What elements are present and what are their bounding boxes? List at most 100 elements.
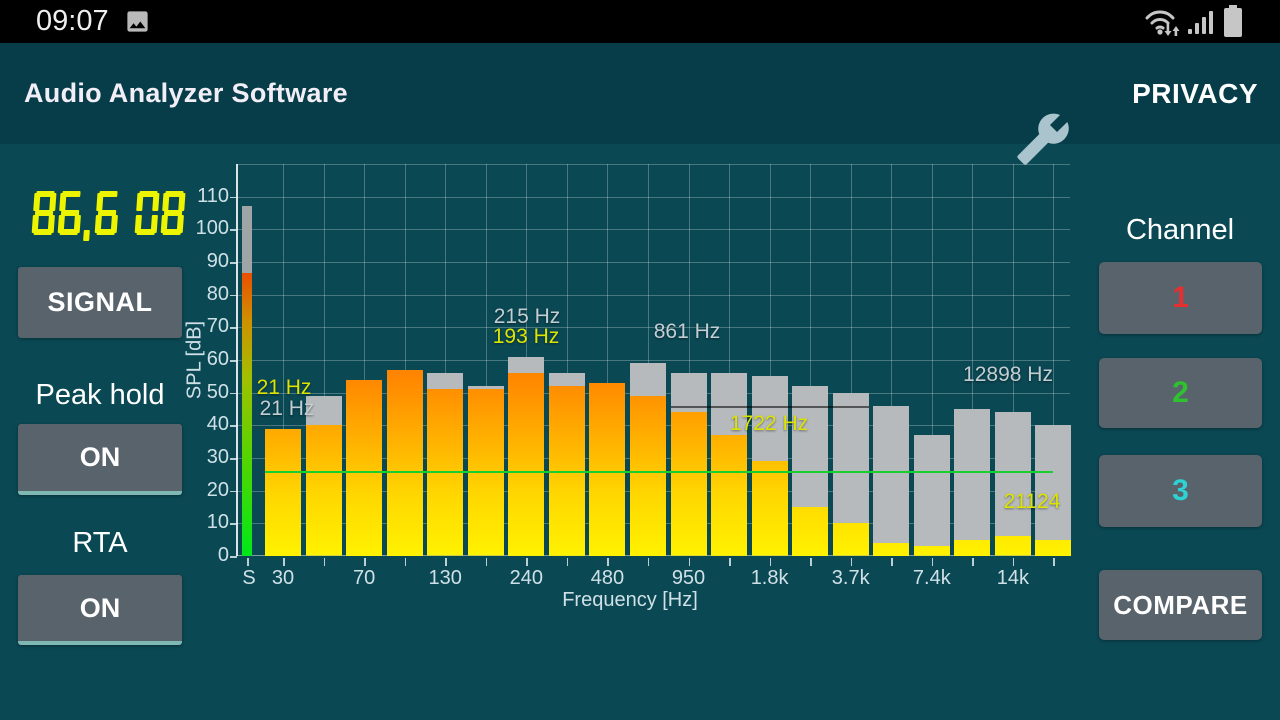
x-tick xyxy=(526,558,528,566)
y-tick-label: 80 xyxy=(206,282,229,305)
spectrum-bar xyxy=(508,373,545,556)
y-tick-label: 20 xyxy=(206,478,229,501)
grid-line-v xyxy=(729,164,731,556)
channel-3-button[interactable]: 3 xyxy=(1099,455,1262,527)
frequency-annotation: 861 Hz xyxy=(653,320,721,343)
peak-hold-bar xyxy=(1035,425,1072,540)
x-axis-line xyxy=(237,555,1070,556)
x-tick xyxy=(404,558,407,566)
peak-hold-bar xyxy=(711,373,748,436)
spectrum-bar xyxy=(548,386,585,556)
x-tick-label: 130 xyxy=(428,567,462,589)
peak-hold-bar xyxy=(670,373,707,413)
lcd-char xyxy=(57,191,83,235)
grid-line-h xyxy=(237,425,1070,427)
x-tick-label: 14k xyxy=(996,567,1030,589)
peak-hold-bar xyxy=(954,409,991,540)
grid-line-h xyxy=(237,523,1070,525)
grid-line-h xyxy=(237,164,1070,165)
x-tick-label: 3.7k xyxy=(831,567,870,589)
peak-hold-bar xyxy=(629,363,666,396)
peak-hold-bar xyxy=(751,376,788,462)
y-tick xyxy=(230,196,237,199)
x-tick xyxy=(729,558,731,566)
peak-hold-toggle[interactable]: ON xyxy=(18,424,182,495)
y-tick xyxy=(230,327,237,329)
x-tick-label: 30 xyxy=(271,567,295,589)
frequency-annotation: 193 Hz xyxy=(492,325,560,348)
spectrum-bar xyxy=(305,425,342,556)
wifi-icon xyxy=(1144,6,1184,43)
spectrum-bar xyxy=(913,546,950,556)
signal-button[interactable]: SIGNAL xyxy=(18,267,182,338)
spectrum-bar xyxy=(589,382,626,556)
x-tick-label: 240 xyxy=(509,567,543,589)
grid-line-v xyxy=(364,164,366,556)
spectrum-bar xyxy=(751,461,788,556)
lcd-char xyxy=(31,191,57,235)
x-tick xyxy=(364,558,366,566)
frequency-annotation: 215 Hz xyxy=(493,305,561,328)
grid-line-h xyxy=(237,196,1070,198)
compare-button[interactable]: COMPARE xyxy=(1099,570,1262,640)
lcd-char xyxy=(94,191,120,235)
spectrum-bar xyxy=(265,428,301,556)
x-tick xyxy=(1053,558,1055,566)
peak-hold-bar xyxy=(508,356,545,374)
frequency-annotation: 12898 Hz xyxy=(963,363,1053,386)
photo-notification-icon xyxy=(124,8,151,40)
y-tick xyxy=(230,262,237,264)
grid-line-v xyxy=(850,164,852,556)
peak-hold-bar xyxy=(873,405,910,543)
spectrum-bar xyxy=(832,523,869,556)
y-tick xyxy=(230,458,237,460)
peak-hold-bar xyxy=(427,373,464,390)
grid-line-v xyxy=(566,164,568,556)
grid-line-v xyxy=(1012,164,1014,556)
channel-1-button[interactable]: 1 xyxy=(1099,262,1262,334)
x-tick-label: 950 xyxy=(671,567,706,589)
channel-2-button[interactable]: 2 xyxy=(1099,358,1262,428)
x-tick xyxy=(891,558,893,566)
grid-line-h xyxy=(237,392,1070,394)
grid-line-v xyxy=(283,164,284,556)
peak-hold-bar xyxy=(913,435,950,547)
y-tick-label: 60 xyxy=(206,348,229,370)
grid-line-v xyxy=(404,164,406,556)
grid-line-v xyxy=(972,164,974,556)
privacy-button[interactable]: PRIVACY xyxy=(1132,77,1258,109)
spectrum-bar xyxy=(467,389,504,556)
y-tick xyxy=(230,523,237,525)
x-tick xyxy=(769,558,772,566)
grid-line-v xyxy=(526,164,528,556)
y-tick xyxy=(230,490,237,493)
app-title: Audio Analyzer Software xyxy=(24,78,348,108)
peak-hold-bar xyxy=(467,386,504,390)
wrench-icon[interactable] xyxy=(1012,111,1076,169)
x-tick xyxy=(323,558,326,566)
grid-line-v xyxy=(810,164,812,556)
grid-line-v xyxy=(647,164,649,556)
channel-label: Channel xyxy=(1125,214,1235,246)
y-tick xyxy=(230,556,237,558)
grid-line-h xyxy=(237,458,1070,459)
y-tick-label: 100 xyxy=(195,217,229,240)
grid-line-v xyxy=(688,164,690,556)
status-clock: 09:07 xyxy=(36,5,109,37)
peak-hold-bar xyxy=(548,373,585,387)
grid-line-h xyxy=(237,262,1070,263)
signal-meter-peak xyxy=(242,206,252,274)
grid-line-v xyxy=(891,164,893,556)
frequency-annotation: 21 Hz xyxy=(259,397,315,420)
green-marker-line xyxy=(265,471,1054,474)
x-tick xyxy=(972,558,974,566)
grid-line-h xyxy=(237,360,1070,361)
channel-2-label: 2 xyxy=(1172,376,1189,409)
peak-hold-label: Peak hold xyxy=(35,379,165,411)
x-tick-label: 1.8k xyxy=(750,567,789,589)
rta-toggle[interactable]: ON xyxy=(18,575,182,645)
spl-level-display xyxy=(31,191,189,241)
spectrum-bar xyxy=(670,412,707,556)
lcd-char xyxy=(83,191,94,241)
spectrum-bar xyxy=(629,395,666,556)
